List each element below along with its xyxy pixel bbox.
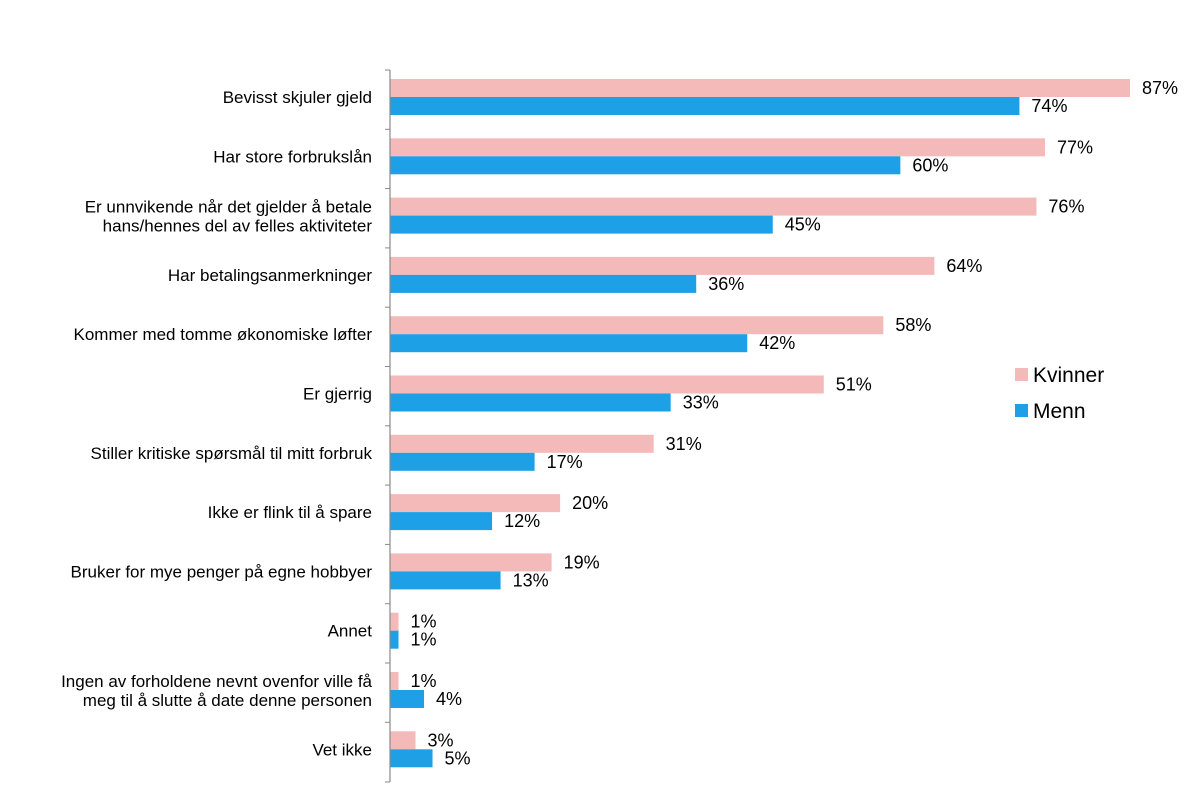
- legend-swatch-menn: [1015, 404, 1028, 417]
- bar-menn-11: [390, 749, 433, 768]
- value-label-menn-10: 4%: [436, 689, 462, 709]
- category-label-0: Bevisst skjuler gjeld: [223, 88, 372, 107]
- value-label-kvinner-9: 1%: [411, 612, 437, 632]
- bar-menn-2: [390, 215, 773, 234]
- value-label-menn-1: 60%: [912, 155, 948, 175]
- value-label-kvinner-8: 19%: [564, 552, 600, 572]
- value-label-kvinner-7: 20%: [572, 493, 608, 513]
- value-label-menn-11: 5%: [445, 748, 471, 768]
- bar-menn-6: [390, 452, 535, 471]
- value-label-menn-9: 1%: [411, 630, 437, 650]
- value-label-menn-3: 36%: [708, 274, 744, 294]
- bar-menn-1: [390, 156, 901, 175]
- bar-kvinner-9: [390, 612, 399, 631]
- value-label-menn-7: 12%: [504, 511, 540, 531]
- bar-kvinner-3: [390, 256, 935, 275]
- value-label-kvinner-4: 58%: [895, 315, 931, 335]
- category-label-10-line-0: Ingen av forholdene nevnt ovenfor ville …: [61, 672, 372, 691]
- value-label-menn-2: 45%: [785, 215, 821, 235]
- bar-menn-9: [390, 630, 399, 649]
- value-label-menn-5: 33%: [683, 393, 719, 413]
- value-label-kvinner-3: 64%: [946, 256, 982, 276]
- value-label-kvinner-11: 3%: [428, 730, 454, 750]
- category-label-4: Kommer med tomme økonomiske løfter: [73, 325, 372, 344]
- bar-kvinner-7: [390, 494, 561, 513]
- category-label-2-line-0: Er unnvikende når det gjelder å betale: [85, 198, 372, 217]
- bar-kvinner-2: [390, 197, 1037, 216]
- category-label-10-line-1: meg til å slutte å date denne personen: [83, 691, 372, 710]
- bar-menn-0: [390, 97, 1020, 115]
- value-label-menn-8: 13%: [513, 570, 549, 590]
- bar-menn-7: [390, 512, 493, 531]
- category-label-11: Vet ikke: [312, 740, 372, 759]
- category-label-6: Stiller kritiske spørsmål til mitt forbr…: [91, 444, 373, 463]
- value-label-kvinner-1: 77%: [1057, 137, 1093, 157]
- value-label-kvinner-2: 76%: [1048, 197, 1084, 217]
- value-label-kvinner-5: 51%: [836, 375, 872, 395]
- value-label-kvinner-0: 87%: [1142, 78, 1178, 98]
- bar-menn-10: [390, 690, 425, 708]
- value-label-kvinner-6: 31%: [666, 434, 702, 454]
- bar-kvinner-11: [390, 731, 416, 750]
- bar-kvinner-0: [390, 79, 1130, 97]
- category-label-7: Ikke er flink til å spare: [208, 503, 372, 522]
- category-label-5: Er gjerrig: [303, 385, 372, 404]
- bar-kvinner-6: [390, 434, 654, 453]
- legend-label-menn: Menn: [1033, 400, 1086, 423]
- value-label-kvinner-10: 1%: [411, 671, 437, 691]
- category-label-8: Bruker for mye penger på egne hobbyer: [71, 562, 373, 581]
- category-label-9: Annet: [328, 622, 373, 641]
- category-label-2-line-1: hans/hennes del av felles aktiviteter: [103, 217, 373, 236]
- value-label-menn-6: 17%: [547, 452, 583, 472]
- bar-kvinner-4: [390, 316, 884, 335]
- bar-kvinner-8: [390, 553, 552, 572]
- bar-kvinner-10: [390, 672, 399, 690]
- bar-menn-8: [390, 571, 501, 590]
- bar-menn-4: [390, 334, 748, 353]
- bar-menn-3: [390, 274, 697, 293]
- bar-kvinner-1: [390, 138, 1045, 157]
- value-label-menn-0: 74%: [1031, 96, 1067, 116]
- legend-swatch-kvinner: [1015, 368, 1028, 381]
- bar-menn-5: [390, 393, 671, 412]
- category-label-1: Har store forbrukslån: [213, 147, 372, 166]
- value-label-menn-4: 42%: [759, 333, 795, 353]
- legend-label-kvinner: Kvinner: [1033, 364, 1104, 387]
- category-label-3: Har betalingsanmerkninger: [168, 266, 372, 285]
- bar-kvinner-5: [390, 375, 824, 394]
